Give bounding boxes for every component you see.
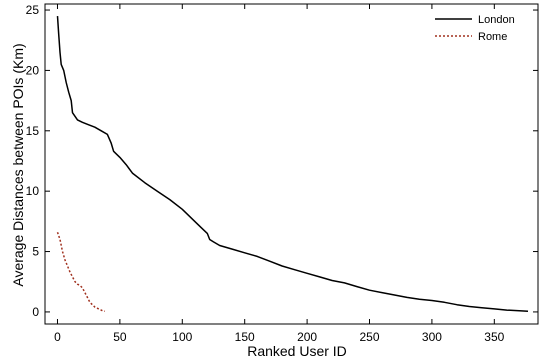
series-line-rome (56, 231, 106, 313)
x-tick-label: 100 (172, 330, 192, 344)
series-layer (56, 16, 529, 313)
plot-frame (44, 3, 539, 325)
x-tick-label: 250 (359, 330, 379, 344)
legend-label-rome: Rome (478, 31, 507, 43)
y-tick-label: 20 (26, 63, 40, 77)
x-tick-label: 200 (297, 330, 317, 344)
legend-label-london: London (478, 14, 515, 26)
y-tick-label: 5 (32, 245, 39, 259)
tick-labels: 0 50 100 150 200 250 300 350 0 5 10 15 20 25 (26, 3, 505, 344)
y-axis-title: Average Distances between POIs (Km) (10, 43, 26, 286)
x-tick-label: 350 (484, 330, 504, 344)
x-tick-label: 0 (54, 330, 61, 344)
y-tick-label: 25 (26, 3, 40, 17)
y-tick-label: 10 (26, 184, 40, 198)
x-tick-label: 150 (235, 330, 255, 344)
ticks-layer (45, 4, 538, 324)
series-line-london (56, 16, 529, 313)
legend-box (430, 10, 530, 46)
plot-area (44, 3, 539, 325)
x-axis-title: Ranked User ID (247, 343, 347, 359)
legend: London Rome (430, 10, 530, 46)
y-tick-label: 15 (26, 124, 40, 138)
y-tick-label: 0 (32, 305, 39, 319)
x-tick-label: 300 (422, 330, 442, 344)
x-tick-label: 50 (113, 330, 127, 344)
